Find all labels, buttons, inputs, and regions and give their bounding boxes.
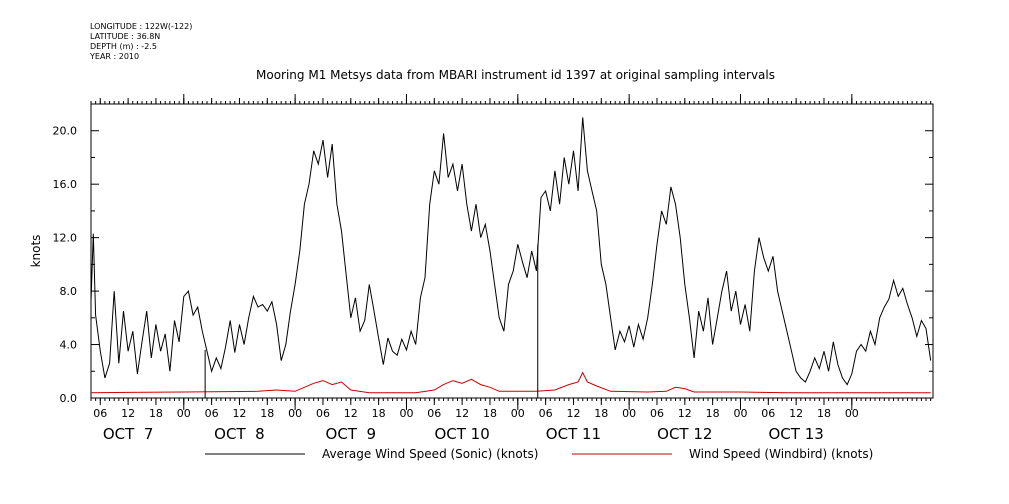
x-tick-label: 18	[706, 407, 720, 420]
x-tick-label: 12	[455, 407, 469, 420]
x-tick-label: 00	[399, 407, 413, 420]
day-label: OCT 10	[434, 425, 489, 443]
x-tick-label: 12	[232, 407, 246, 420]
x-tick-label: 18	[372, 407, 386, 420]
x-tick-label: 00	[511, 407, 525, 420]
longitude-text: LONGITUDE : 122W(-122)	[90, 22, 193, 31]
chart-title: Mooring M1 Metsys data from MBARI instru…	[256, 68, 775, 82]
year-text: YEAR : 2010	[90, 52, 140, 61]
metadata-block: LONGITUDE : 122W(-122) LATITUDE : 36.8N …	[90, 22, 192, 62]
y-tick-label: 4.0	[60, 339, 78, 352]
x-tick-label: 00	[733, 407, 747, 420]
plot-frame	[90, 103, 934, 399]
y-axis-label: knots	[29, 235, 43, 268]
x-tick-label: 06	[427, 407, 441, 420]
x-tick-label: 18	[483, 407, 497, 420]
x-tick-label: 18	[594, 407, 608, 420]
day-label: OCT 12	[657, 425, 712, 443]
x-tick-label: 18	[817, 407, 831, 420]
day-label: OCT 8	[214, 425, 265, 443]
legend-label: Average Wind Speed (Sonic) (knots)	[322, 447, 538, 461]
day-label: OCT 11	[546, 425, 601, 443]
y-tick-label: 20.0	[53, 125, 78, 138]
x-tick-label: 12	[566, 407, 580, 420]
y-tick-label: 16.0	[53, 178, 78, 191]
legend: Average Wind Speed (Sonic) (knots) Wind S…	[205, 447, 873, 461]
x-tick-label: 06	[539, 407, 553, 420]
day-label: OCT 7	[103, 425, 154, 443]
x-tick-label: 12	[121, 407, 135, 420]
latitude-text: LATITUDE : 36.8N	[90, 32, 161, 41]
y-tick-label: 0.0	[60, 392, 78, 405]
windbird-wind-line	[90, 371, 931, 394]
depth-text: DEPTH (m) : -2.5	[90, 42, 157, 51]
x-tick-label: 18	[260, 407, 274, 420]
x-tick-label: 06	[316, 407, 330, 420]
x-tick-label: 00	[845, 407, 859, 420]
x-tick-label: 12	[344, 407, 358, 420]
day-label: OCT 13	[768, 425, 823, 443]
x-tick-label: 00	[622, 407, 636, 420]
x-tick-label: 06	[650, 407, 664, 420]
x-tick-label: 06	[205, 407, 219, 420]
sonic-wind-line	[90, 117, 932, 386]
x-tick-label: 12	[789, 407, 803, 420]
x-tick-label: 00	[288, 407, 302, 420]
legend-label: Wind Speed (Windbird) (knots)	[689, 447, 873, 461]
x-tick-label: 12	[678, 407, 692, 420]
x-tick-label: 06	[93, 407, 107, 420]
x-tick-label: 00	[177, 407, 191, 420]
axis-ticks: 0.0 4.0 8.0 12.0 16.0 20.0 06 12 18 00 06 12 18 00 06 1…	[53, 94, 933, 443]
y-tick-label: 12.0	[53, 232, 78, 245]
x-tick-label: 18	[149, 407, 163, 420]
series-lines	[90, 117, 932, 398]
y-tick-label: 8.0	[60, 285, 78, 298]
day-label: OCT 9	[326, 425, 377, 443]
x-tick-label: 06	[761, 407, 775, 420]
